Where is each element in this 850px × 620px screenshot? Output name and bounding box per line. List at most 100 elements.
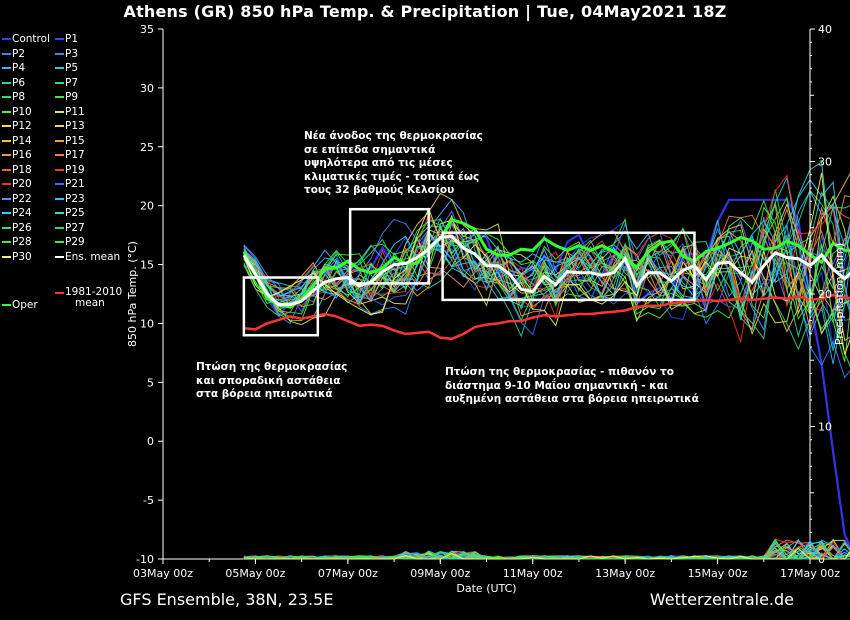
legend-item: P15: [55, 135, 85, 147]
highlight-box: [441, 231, 696, 302]
legend-swatch: [2, 168, 11, 171]
legend-item: P3: [55, 48, 78, 60]
legend-label: Control: [12, 33, 50, 45]
y-tick-label: 10: [140, 317, 154, 330]
legend-label: Ens. mean: [65, 250, 121, 263]
member-line: [243, 189, 850, 305]
x-tick-label: 09May 00z: [410, 567, 470, 580]
member-line: [243, 192, 850, 342]
legend-label: P27: [65, 221, 85, 234]
legend-label: P8: [12, 91, 26, 103]
member-line: [243, 199, 850, 363]
legend-swatch: [55, 292, 64, 294]
annotation-cold-early: Πτώση της θερμοκρασίας και σποραδική αστά…: [196, 361, 348, 400]
legend-label: Oper: [12, 299, 38, 311]
y2-tick-label: 20: [818, 288, 832, 301]
legend-item: P13: [55, 120, 85, 132]
legend-item: P21: [55, 178, 85, 190]
legend-label: P14: [12, 134, 32, 147]
legend-swatch: [2, 154, 11, 156]
legend-item: P1: [55, 33, 78, 45]
x-tick-label: 13May 00z: [595, 567, 655, 580]
legend-label: P25: [65, 207, 85, 219]
precip-line: [243, 547, 850, 560]
legend-swatch: [55, 96, 64, 98]
legend-label: P29: [65, 236, 85, 248]
legend-item: P5: [55, 62, 78, 74]
legend-swatch: [55, 125, 64, 127]
legend-swatch: [55, 226, 64, 229]
legend-label: P3: [65, 47, 79, 60]
member-line: [243, 210, 850, 325]
legend-item: P22: [2, 193, 32, 205]
legend-swatch: [2, 67, 11, 69]
legend-label: P18: [12, 163, 32, 176]
legend-label: P20: [12, 178, 32, 190]
chart-title: Athens (GR) 850 hPa Temp. & Precipitatio…: [123, 2, 727, 21]
legend-swatch: [2, 197, 11, 200]
x-tick-label: 03May 00z: [133, 567, 193, 580]
highlight-box: [348, 207, 430, 285]
x-tick-label: 11May 00z: [503, 567, 563, 580]
legend-label: P6: [12, 76, 26, 89]
legend-swatch: [55, 168, 64, 171]
y2-tick-label: 40: [818, 23, 832, 36]
legend-label: P22: [12, 192, 32, 205]
legend-swatch: [55, 38, 64, 40]
legend-swatch: [2, 125, 11, 127]
y-tick-label: 35: [140, 23, 154, 36]
legend-item: P16: [2, 149, 32, 161]
legend-label: P2: [12, 47, 26, 60]
member-line: [243, 172, 850, 355]
member-line: [243, 217, 850, 322]
footer-model: GFS Ensemble, 38N, 23.5E: [120, 590, 334, 609]
legend-item: P19: [55, 164, 85, 176]
legend-swatch: [2, 52, 11, 55]
legend-swatch: [2, 183, 11, 185]
x-tick-label: 05May 00z: [225, 567, 285, 580]
y2-tick-label: 10: [818, 421, 832, 434]
legend-label: P10: [12, 105, 32, 118]
legend-label: P13: [65, 120, 85, 132]
legend-label: P28: [12, 236, 32, 248]
y-tick-label: -5: [143, 494, 154, 507]
legend-label: P12: [12, 120, 32, 132]
y-tick-label: 0: [147, 435, 154, 448]
legend-swatch: [55, 255, 64, 258]
legend-label: P7: [65, 76, 79, 89]
legend-item: Oper: [2, 299, 38, 311]
legend-item: P12: [2, 120, 32, 132]
legend-swatch: [55, 154, 64, 156]
y-tick-label: 15: [140, 259, 154, 272]
legend-label: P15: [65, 134, 85, 147]
precipitation-traces: [243, 538, 850, 560]
y2-axis-label: Precipitation (mm): [833, 243, 846, 345]
legend-swatch: [2, 110, 11, 113]
legend-item: P11: [55, 106, 85, 118]
legend-item: P29: [55, 236, 85, 248]
highlight-box: [242, 276, 320, 337]
legend-item: P14: [2, 135, 32, 147]
legend-swatch: [55, 52, 64, 55]
legend-item: P30: [2, 251, 32, 263]
legend-swatch: [2, 139, 11, 142]
legend: Control P1 P2 P3 P4 P5 P6 P7 P8 P9 P10 P11 P12 P13 P14…: [0, 33, 135, 323]
legend-swatch: [55, 81, 64, 84]
y-axis-label: 850 hPa Temp. (°C): [126, 241, 139, 347]
legend-swatch: [2, 304, 11, 306]
legend-item: P18: [2, 164, 32, 176]
plot-area: [163, 29, 810, 559]
legend-item: P9: [55, 91, 78, 103]
y-tick-label: 20: [140, 200, 154, 213]
member-line: [243, 174, 850, 343]
legend-label: P11: [65, 105, 85, 118]
legend-swatch: [55, 67, 64, 69]
legend-swatch: [2, 241, 11, 243]
series-line: [243, 293, 850, 341]
legend-item: P26: [2, 222, 32, 234]
legend-label: P24: [12, 207, 32, 219]
x-tick-label: 15May 00z: [688, 567, 748, 580]
precip-line: [243, 538, 850, 560]
legend-swatch: [55, 139, 64, 142]
